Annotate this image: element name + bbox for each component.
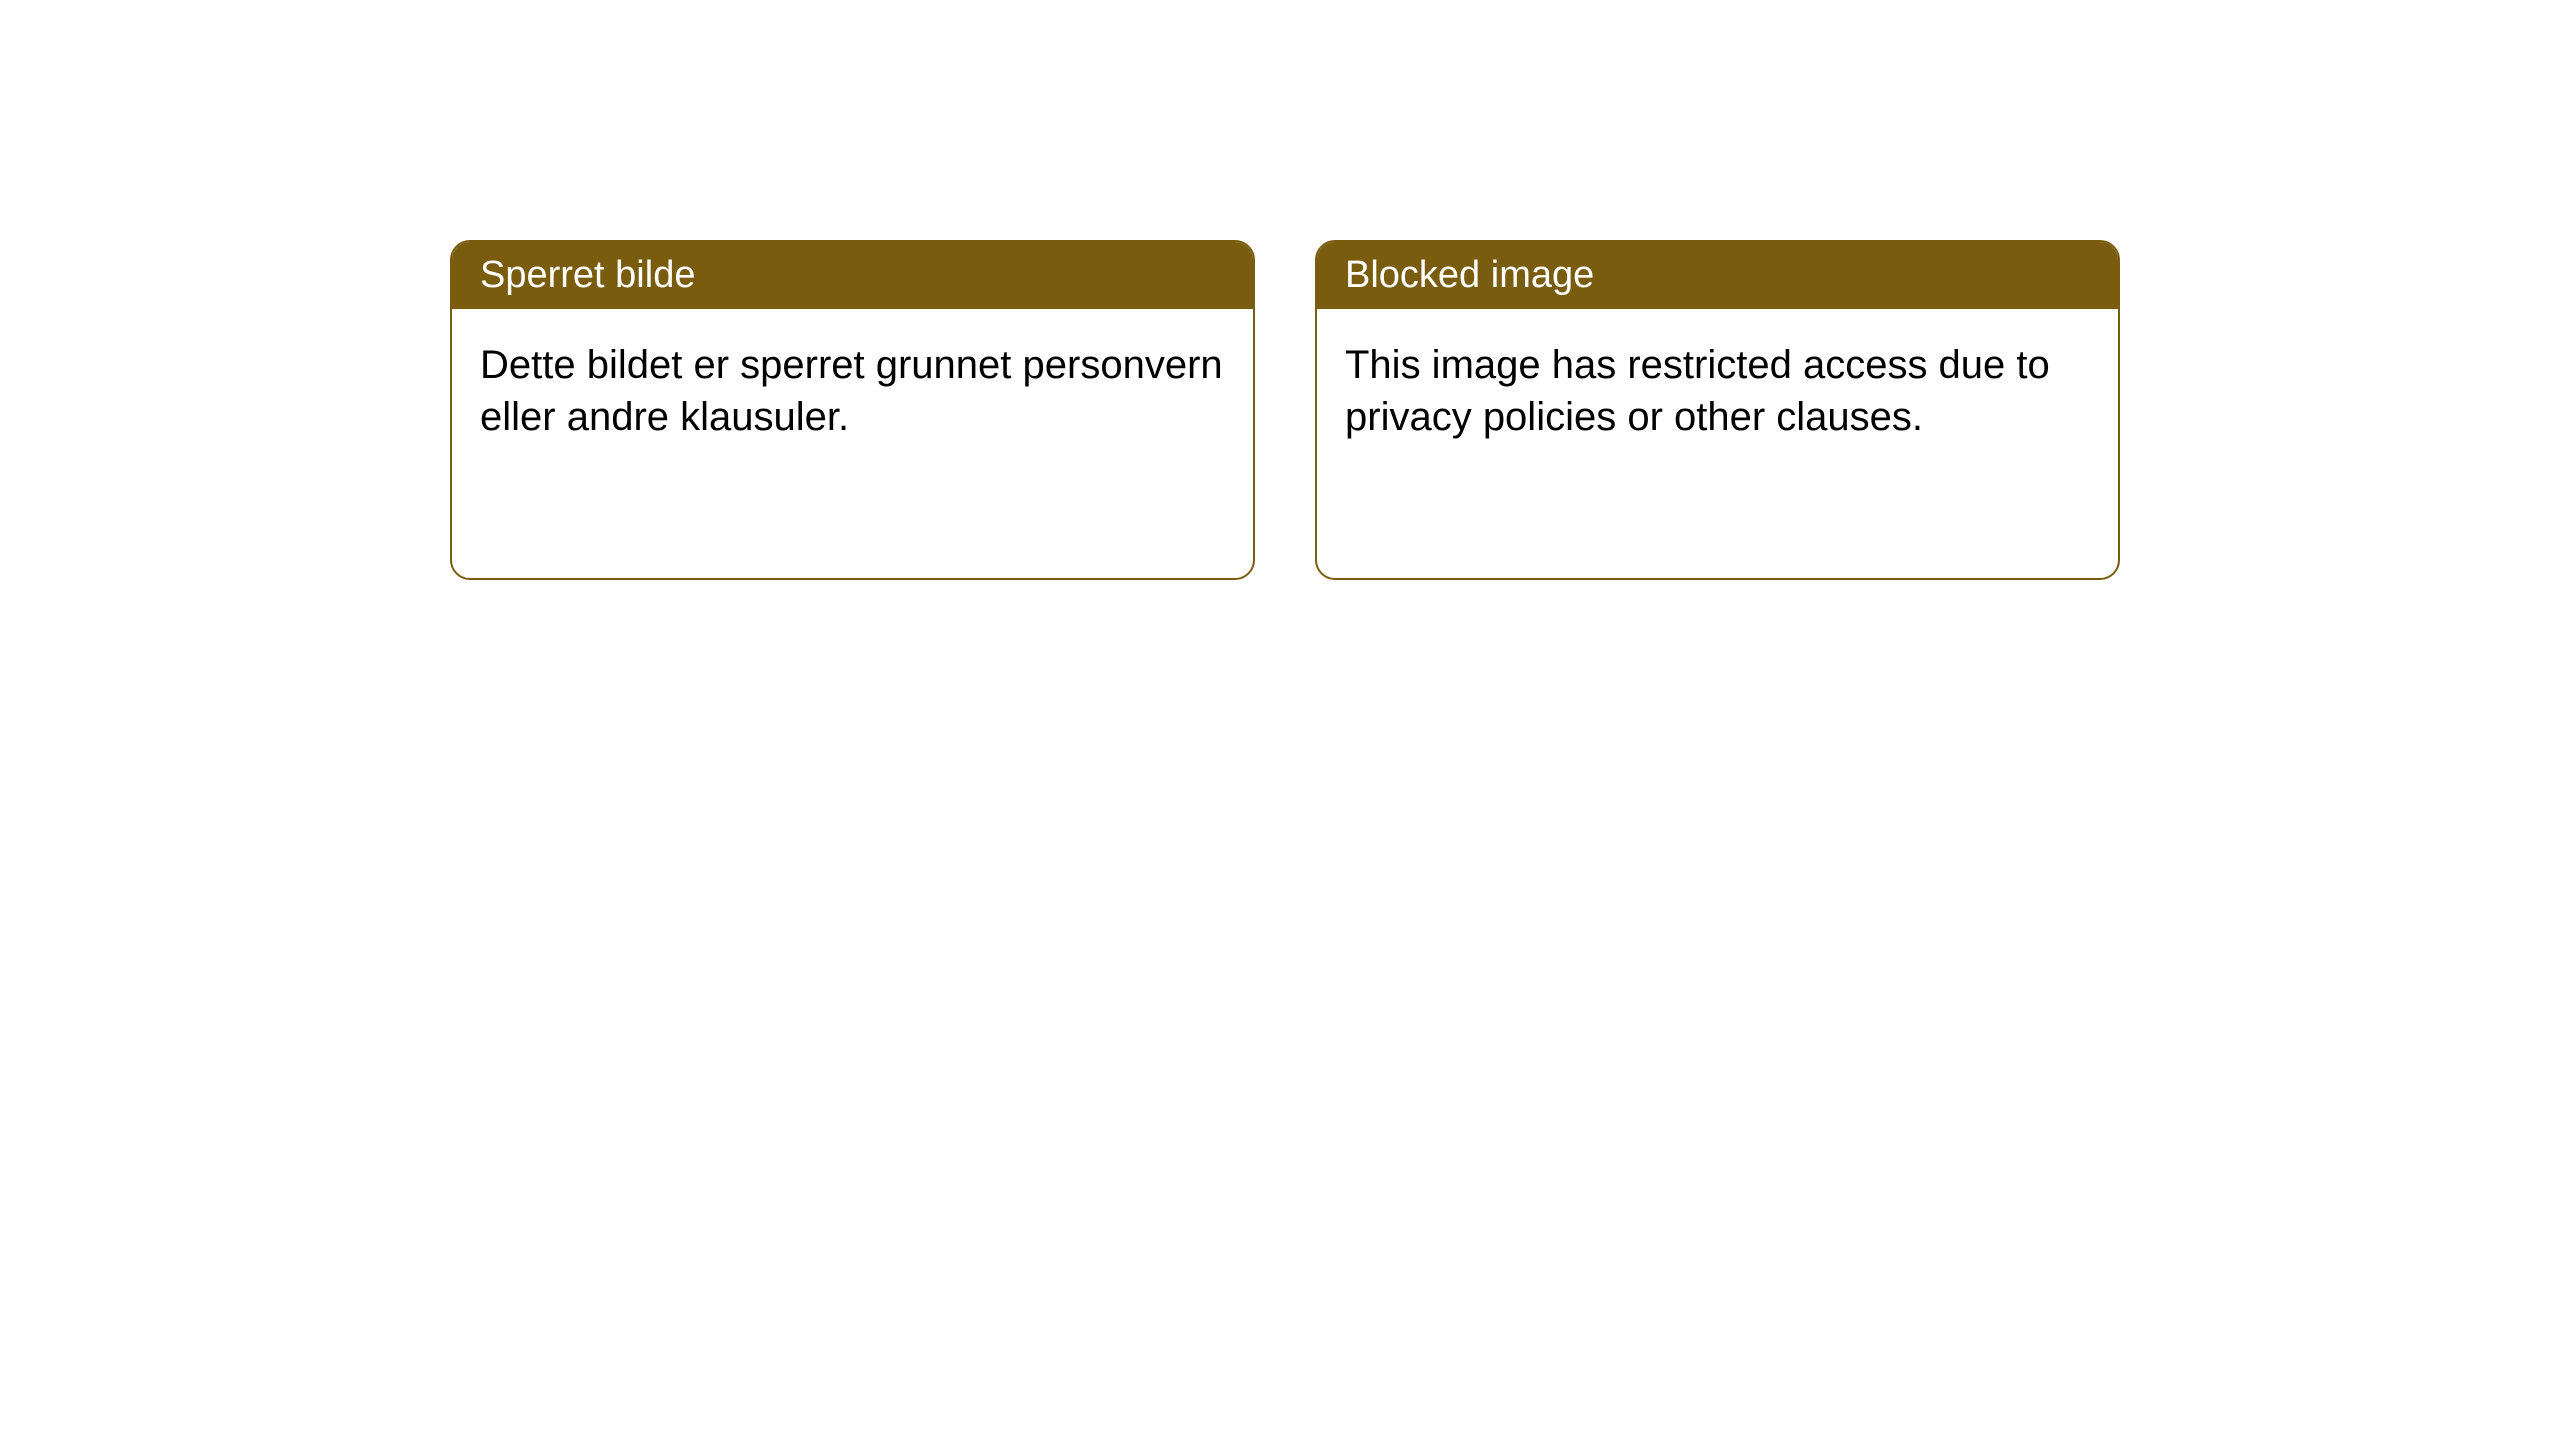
notice-card-english: Blocked image This image has restricted …: [1315, 240, 2120, 580]
notice-body-text: This image has restricted access due to …: [1345, 343, 2050, 439]
notice-header: Blocked image: [1317, 242, 2118, 309]
notice-card-norwegian: Sperret bilde Dette bildet er sperret gr…: [450, 240, 1255, 580]
notice-body: Dette bildet er sperret grunnet personve…: [452, 309, 1253, 473]
notice-body-text: Dette bildet er sperret grunnet personve…: [480, 343, 1223, 439]
notice-title: Sperret bilde: [480, 254, 695, 296]
notice-title: Blocked image: [1345, 254, 1594, 296]
notice-header: Sperret bilde: [452, 242, 1253, 309]
notice-body: This image has restricted access due to …: [1317, 309, 2118, 473]
notices-container: Sperret bilde Dette bildet er sperret gr…: [0, 0, 2560, 580]
